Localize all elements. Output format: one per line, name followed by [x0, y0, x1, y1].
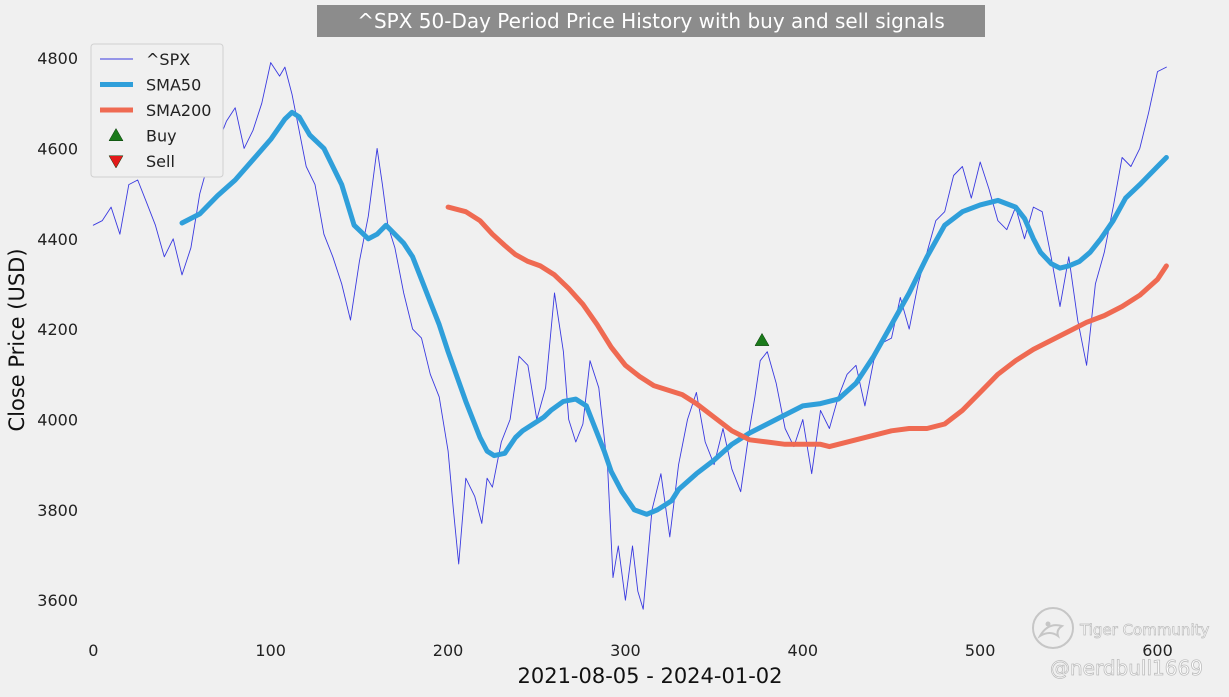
legend-label: ^SPX — [146, 50, 190, 69]
legend: ^SPX SMA50 SMA200 Buy Sell — [90, 43, 224, 178]
x-tick-label: 300 — [610, 641, 641, 660]
x-tick-label: 0 — [88, 641, 98, 660]
legend-label: SMA50 — [146, 76, 201, 95]
watermark-handle: @nerdbull1669 — [1050, 656, 1203, 680]
y-tick-label: 4400 — [37, 230, 78, 249]
watermark: Tiger Community @nerdbull1669 — [1032, 607, 1210, 680]
legend-label: SMA200 — [146, 101, 211, 120]
legend-swatch-sell — [108, 155, 124, 169]
x-tick-label: 500 — [965, 641, 996, 660]
watermark-brand: Tiger Community — [1079, 621, 1209, 639]
y-tick-label: 3800 — [37, 501, 78, 520]
x-tick-label: 100 — [255, 641, 286, 660]
x-axis-label: 2021-08-05 - 2024-01-02 — [517, 664, 782, 688]
buy-marker — [754, 332, 770, 346]
series-line-spx — [92, 62, 1167, 610]
legend-swatch-buy — [108, 127, 124, 141]
x-tick-label: 600 — [1142, 641, 1173, 660]
legend-label: Sell — [146, 152, 175, 171]
chart-title: ^SPX 50-Day Period Price History with bu… — [357, 9, 945, 33]
tiger-logo-icon — [1032, 607, 1074, 649]
legend-label: Buy — [146, 127, 177, 146]
series-line-sma200 — [445, 204, 1169, 450]
x-tick-label: 200 — [433, 641, 464, 660]
y-tick-label: 4600 — [37, 139, 78, 158]
y-axis-label: Close Price (USD) — [5, 248, 29, 431]
y-tick-label: 4200 — [37, 320, 78, 339]
series-line-sma50 — [179, 109, 1169, 517]
signal-markers — [754, 332, 770, 346]
y-tick-label: 4800 — [37, 49, 78, 68]
y-tick-label: 3600 — [37, 591, 78, 610]
x-tick-label: 400 — [788, 641, 819, 660]
axis-ticks: 0 100 200 300 400 500 600 3600 3800 4000 4200 4400 4… — [37, 49, 1173, 660]
y-tick-label: 4000 — [37, 410, 78, 429]
legend-box — [90, 43, 224, 178]
chart-title-background — [317, 5, 985, 37]
plot-area — [92, 62, 1169, 610]
